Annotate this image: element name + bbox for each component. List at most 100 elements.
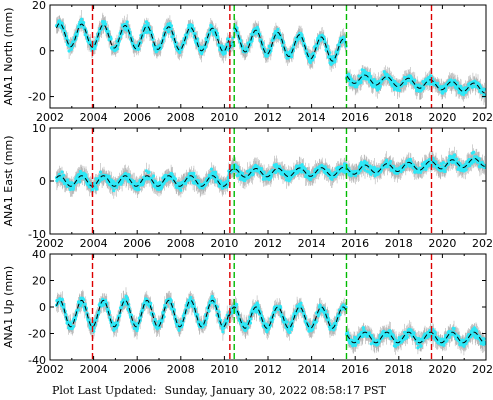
panel-3: 2002 2004 2006 2008 2010 2012 2014 2016 2018 2020… [2,248,493,376]
observation-point [455,81,459,85]
model-line [56,157,485,187]
observation-point [197,179,201,183]
observation-point [137,47,141,51]
observation-point [311,58,315,62]
observation-point [472,150,476,154]
data-layer [54,10,486,105]
observation-point [236,165,240,169]
observation-point [127,174,131,178]
observation-point [290,55,294,59]
observation-point [104,22,108,26]
observation-point [78,180,82,184]
observation-point [60,170,64,174]
observation-point [247,175,251,179]
observation-point [397,88,402,92]
observation-point [147,170,151,174]
observation-point [239,38,243,43]
observation-point [448,154,452,158]
observation-point [256,28,260,32]
observation-point [461,92,466,97]
observation-point [441,91,445,95]
y-tick-label: 20 [32,0,46,12]
x-tick-label: 2014 [298,111,326,124]
observation-point [367,71,371,76]
observation-point [193,32,197,36]
observation-point [350,78,354,82]
observation-point [192,171,196,175]
observation-point [116,43,120,47]
observation-point [146,22,150,26]
observation-point [62,173,66,177]
x-tick-label: 2014 [298,237,326,250]
observation-point [193,175,197,179]
observation-point [223,51,227,55]
x-tick-label: 2002 [36,111,64,124]
observation-point [141,181,145,185]
observation-point [246,169,250,173]
observation-point [225,185,229,189]
observation-point [365,161,369,165]
observation-point [483,93,486,97]
observation-point [307,170,311,174]
observation-point [273,170,278,175]
observation-point [284,170,288,174]
y-tick-label: -20 [28,91,46,104]
observation-point [413,78,417,82]
observation-point [158,180,162,184]
observation-point [378,84,382,88]
observation-point [363,159,367,164]
observation-point [441,161,445,165]
observation-point [150,176,154,180]
data-layer [54,144,486,199]
observation-point [281,44,285,48]
observation-point [353,174,358,178]
observation-point [107,174,111,178]
observation-point [372,165,376,170]
observation-point [417,83,421,87]
observation-point [384,158,389,162]
observation-point [300,163,304,167]
observation-point [333,60,337,64]
observation-point [151,174,156,178]
observation-point [422,86,426,90]
observation-point [482,87,486,91]
observation-point [226,37,230,41]
observation-point [215,31,219,35]
observation-point [452,153,456,157]
observation-point [60,21,64,25]
observation-point [377,87,381,91]
observation-point [169,27,173,31]
observation-point [71,186,75,190]
x-tick-label: 2006 [123,237,151,250]
observation-point [337,170,341,174]
observation-point [137,187,141,192]
observation-point [468,164,472,168]
observation-point [357,74,361,78]
observation-point [408,157,413,161]
observation-point [359,80,363,85]
observation-point [444,86,448,90]
observation-point [259,167,263,171]
observation-point [330,177,334,181]
observation-point [127,27,131,31]
observation-point [219,179,223,183]
observation-point [436,81,440,85]
observation-point [424,167,428,171]
x-tick-label: 2022 [472,111,493,124]
observation-point [62,29,66,33]
observation-point [368,74,373,78]
observation-point [182,41,187,45]
observation-point [145,30,149,34]
observation-point [132,179,136,184]
observation-point [179,188,183,192]
panel-1: 2002 2004 2006 2008 2010 2012 2014 2016 2018 2020… [2,0,493,124]
observation-point [169,24,174,28]
observation-point [415,89,419,93]
observation-point [84,173,88,177]
observation-point [215,175,219,179]
observation-point [178,50,182,55]
data-layer [54,287,486,356]
y-tick-label: 0 [39,175,46,188]
y-tick-label: -10 [28,228,46,241]
observation-point [95,187,99,191]
